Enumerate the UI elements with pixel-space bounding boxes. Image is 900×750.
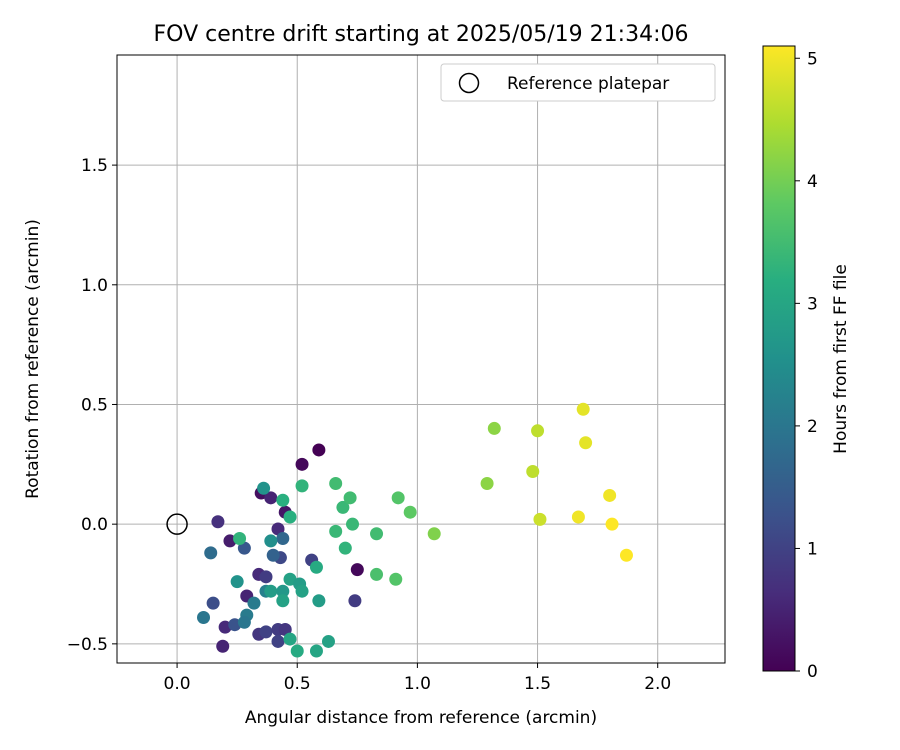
data-point bbox=[211, 515, 225, 529]
data-point bbox=[230, 575, 244, 589]
data-point bbox=[271, 522, 285, 536]
colorbar-tick-label: 2 bbox=[807, 417, 818, 437]
y-tick-label: 1.0 bbox=[81, 276, 108, 296]
data-point bbox=[329, 524, 343, 538]
data-point bbox=[237, 541, 251, 555]
plot-area bbox=[117, 55, 725, 663]
data-point bbox=[290, 644, 304, 658]
data-point bbox=[321, 634, 335, 648]
data-point bbox=[389, 572, 403, 586]
data-point bbox=[257, 481, 271, 495]
data-point bbox=[204, 546, 218, 560]
x-axis-ticks: 0.0 0.5 1.0 1.5 2.0 bbox=[164, 663, 671, 694]
colorbar-tick-label: 1 bbox=[807, 539, 818, 559]
reference-layer bbox=[166, 513, 188, 535]
colorbar-tick-label: 3 bbox=[807, 294, 818, 314]
data-point bbox=[603, 488, 617, 502]
data-point bbox=[264, 534, 278, 548]
y-tick-label: −0.5 bbox=[67, 635, 108, 655]
data-point bbox=[309, 560, 323, 574]
data-point bbox=[427, 527, 441, 541]
x-axis-label: Angular distance from reference (arcmin) bbox=[245, 708, 597, 728]
colorbar-gradient bbox=[762, 45, 796, 672]
colorbar-ticks: 0 1 2 3 4 5 bbox=[795, 49, 818, 682]
data-point bbox=[487, 421, 501, 435]
data-point bbox=[264, 584, 278, 598]
data-point bbox=[216, 639, 230, 653]
data-point bbox=[276, 493, 290, 507]
colorbar: 0 1 2 3 4 5 Hours from first FF file bbox=[762, 45, 851, 682]
chart-title: FOV centre drift starting at 2025/05/19 … bbox=[154, 22, 689, 47]
data-point bbox=[531, 424, 545, 438]
data-point bbox=[259, 570, 273, 584]
colorbar-tick-label: 5 bbox=[807, 49, 818, 69]
data-point bbox=[579, 436, 593, 450]
y-tick-label: 1.5 bbox=[81, 156, 108, 176]
data-point bbox=[370, 527, 384, 541]
legend-label: Reference platepar bbox=[507, 74, 669, 94]
data-point bbox=[370, 567, 384, 581]
data-point bbox=[329, 476, 343, 490]
data-point bbox=[233, 532, 247, 546]
data-point bbox=[197, 611, 211, 625]
data-point bbox=[576, 402, 590, 416]
colorbar-label: Hours from first FF file bbox=[831, 264, 851, 454]
data-point bbox=[346, 517, 360, 531]
data-point bbox=[295, 479, 309, 493]
data-point bbox=[283, 572, 297, 586]
data-point bbox=[266, 548, 280, 562]
y-tick-label: 0.0 bbox=[81, 515, 108, 535]
data-point bbox=[276, 584, 290, 598]
x-tick-label: 2.0 bbox=[644, 674, 671, 694]
data-point bbox=[309, 644, 323, 658]
data-point bbox=[312, 594, 326, 608]
colorbar-tick-label: 4 bbox=[807, 172, 818, 192]
data-point bbox=[283, 510, 297, 524]
data-point bbox=[206, 596, 220, 610]
x-tick-label: 1.0 bbox=[404, 674, 431, 694]
y-tick-label: 0.5 bbox=[81, 395, 108, 415]
data-point bbox=[264, 491, 278, 505]
x-tick-label: 1.5 bbox=[524, 674, 551, 694]
reference-platepar-marker bbox=[166, 513, 188, 535]
data-point bbox=[526, 465, 540, 479]
data-point bbox=[391, 491, 405, 505]
data-point bbox=[571, 510, 585, 524]
y-axis-label: Rotation from reference (arcmin) bbox=[23, 219, 43, 499]
data-point bbox=[480, 476, 494, 490]
legend-box bbox=[440, 63, 716, 102]
data-point bbox=[605, 517, 619, 531]
data-point bbox=[295, 457, 309, 471]
colorbar-tick-label: 0 bbox=[807, 662, 818, 682]
legend: Reference platepar bbox=[440, 63, 716, 102]
data-point bbox=[276, 594, 290, 608]
legend-marker-open-circle bbox=[458, 72, 480, 94]
data-point bbox=[343, 491, 357, 505]
axes-frame bbox=[116, 54, 726, 664]
data-point bbox=[338, 541, 352, 555]
y-axis-ticks: −0.5 0.0 0.5 1.0 1.5 bbox=[67, 156, 117, 655]
data-point bbox=[283, 632, 297, 646]
data-point bbox=[278, 622, 292, 636]
data-point bbox=[403, 505, 417, 519]
data-point bbox=[259, 625, 273, 639]
data-point bbox=[271, 634, 285, 648]
data-point bbox=[247, 596, 261, 610]
data-point bbox=[533, 512, 547, 526]
data-point bbox=[237, 615, 251, 629]
data-point bbox=[336, 500, 350, 514]
data-point bbox=[312, 443, 326, 457]
data-point bbox=[619, 548, 633, 562]
x-tick-label: 0.5 bbox=[284, 674, 311, 694]
data-points bbox=[197, 402, 633, 658]
x-tick-label: 0.0 bbox=[164, 674, 191, 694]
data-point bbox=[350, 563, 364, 577]
data-point bbox=[295, 584, 309, 598]
data-point bbox=[276, 532, 290, 546]
data-point bbox=[348, 594, 362, 608]
